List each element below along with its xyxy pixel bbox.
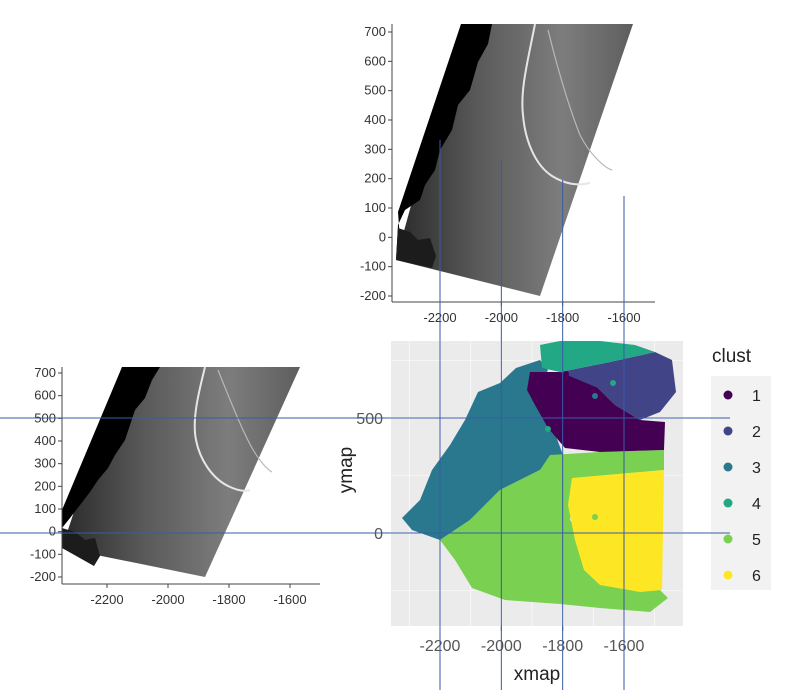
y-tick-label: 0: [379, 229, 386, 244]
legend-label-3: 3: [752, 460, 761, 477]
ice-edge-bright: [193, 366, 251, 492]
ice-edge-faint: [217, 369, 273, 473]
y-tick-label: 700: [34, 365, 56, 380]
y-tick-label: 500: [356, 411, 383, 428]
cluster-4-point: [610, 380, 616, 386]
y-tick-label: 300: [364, 141, 386, 156]
y-tick-label: 300: [34, 456, 56, 471]
cluster-3-region: [402, 360, 563, 540]
y-tick-label: -100: [30, 546, 56, 561]
legend-title: clust: [712, 346, 752, 367]
x-tick-label: -1600: [273, 592, 306, 607]
cluster-3-point: [592, 393, 598, 399]
y-tick-label: 400: [34, 433, 56, 448]
legend-label-4: 4: [752, 496, 761, 513]
x-tick-label: -1800: [212, 592, 245, 607]
cluster-1-region: [527, 372, 665, 452]
y-tick-label: 600: [34, 388, 56, 403]
cluster-5-point: [592, 514, 598, 520]
cluster-4-point: [545, 426, 551, 432]
y-tick-label: 500: [364, 83, 386, 98]
lower-dark-patch: [62, 528, 100, 566]
y-tick-label: 100: [364, 200, 386, 215]
x-tick-label: -2000: [151, 592, 184, 607]
lower-dark-patch: [396, 228, 436, 268]
ice-edge-bright: [521, 23, 591, 186]
alignment-guide-lines: [0, 140, 730, 690]
legend-label-2: 2: [752, 424, 761, 441]
y-tick-label: 700: [364, 24, 386, 39]
legend-key-3: [723, 462, 733, 472]
y-tick-label: 400: [364, 112, 386, 127]
cluster-6-region: [568, 470, 664, 592]
legend-label-5: 5: [752, 532, 761, 549]
cluster-1-point: [563, 371, 569, 377]
y-tick-label: 0: [49, 524, 56, 539]
legend-key-6: [723, 570, 733, 580]
y-axis-title: ymap: [336, 447, 357, 493]
y-tick-label: 200: [364, 171, 386, 186]
legend-key-1: [723, 390, 733, 400]
legend-key-5: [723, 534, 733, 544]
y-tick-label: 100: [34, 501, 56, 516]
land-mask: [396, 24, 492, 260]
ice-edge-faint: [547, 29, 613, 171]
x-tick-label: -2200: [90, 592, 123, 607]
legend: clust 1 2 3 4 5 6: [711, 346, 771, 590]
cluster-2-region: [560, 352, 676, 420]
y-tick-label: 0: [374, 526, 383, 543]
legend-key-4: [723, 498, 733, 508]
x-axis-title: xmap: [514, 664, 560, 685]
legend-label-6: 6: [752, 568, 761, 585]
land-mask: [62, 367, 160, 548]
y-tick-label: 600: [364, 53, 386, 68]
legend-key-2: [723, 426, 733, 436]
legend-label-1: 1: [752, 388, 761, 405]
y-tick-label: -200: [30, 569, 56, 584]
y-tick-label: -200: [360, 288, 386, 303]
cluster-4-region: [540, 341, 655, 372]
y-tick-label: -100: [360, 259, 386, 274]
y-tick-label: 200: [34, 478, 56, 493]
legend-background: [711, 376, 771, 590]
